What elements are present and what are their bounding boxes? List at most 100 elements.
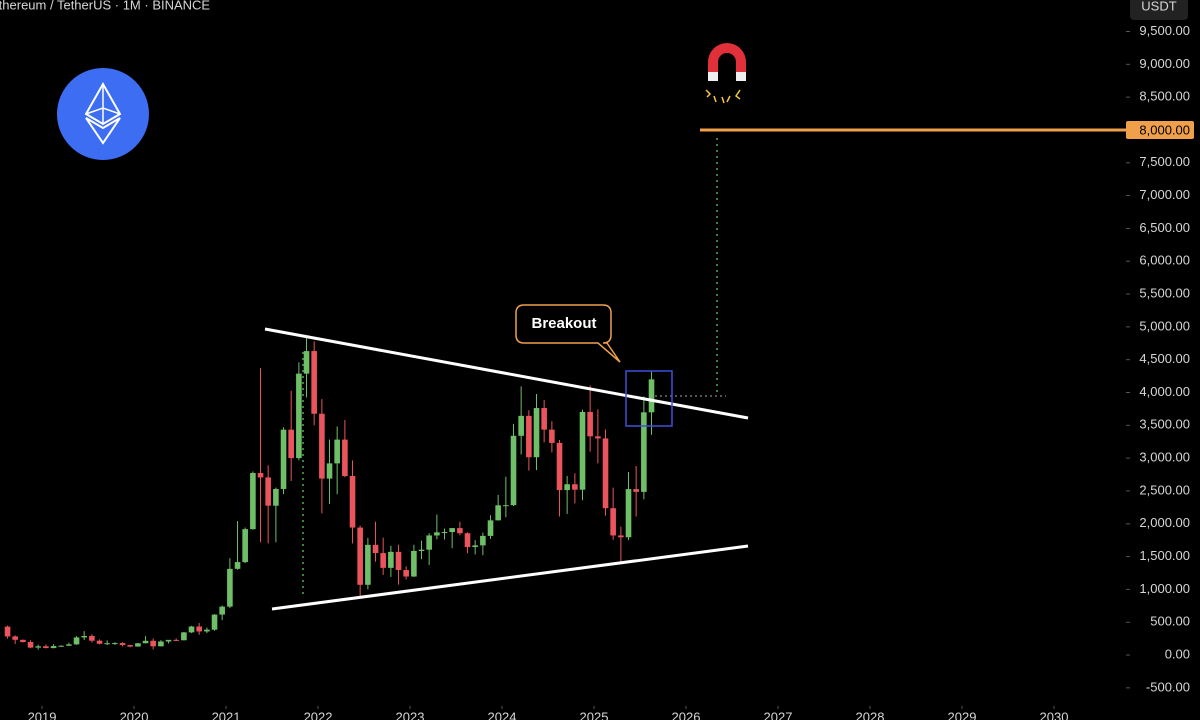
x-tick-label: 2023: [396, 709, 425, 720]
candle-body: [142, 640, 149, 644]
candle-body: [165, 639, 172, 642]
callout-text: Breakout: [531, 315, 596, 332]
candle-body: [441, 532, 448, 534]
x-tick-label: 2026: [672, 709, 701, 720]
currency-label: USDT: [1141, 0, 1176, 13]
price-axis: USDT 9,500.00 9,000.00 8,500.00 7,500.00 7,0…: [1126, 0, 1190, 694]
candle-body: [66, 644, 72, 646]
candle-body: [388, 551, 394, 568]
candle-body: [227, 568, 233, 607]
candle-body: [372, 544, 379, 554]
candle-body: [173, 639, 179, 641]
candle-body: [50, 646, 57, 649]
candle-body: [96, 640, 103, 644]
candle-body: [303, 351, 310, 374]
y-tick-label: 6,000.00: [1139, 253, 1190, 268]
candle-body: [472, 545, 478, 548]
candle-body: [510, 435, 517, 506]
candle-body: [288, 429, 294, 459]
currency-badge: [1130, 0, 1188, 20]
candle-body: [587, 411, 593, 437]
candles: [4, 335, 655, 650]
candle-body: [457, 528, 463, 534]
target-price-badge: [1126, 120, 1194, 139]
magnet-icon: [705, 43, 746, 104]
lower-trendline: [271, 544, 749, 611]
y-tick-label: 8,500.00: [1139, 89, 1190, 104]
candle-body: [242, 529, 248, 563]
candle-body: [610, 508, 616, 536]
x-tick-label: 2028: [856, 709, 885, 720]
candle-body: [365, 544, 371, 585]
candle-body: [127, 645, 133, 647]
candle-body: [618, 535, 624, 538]
candle-body: [418, 549, 425, 551]
y-tick-label: 0.00: [1165, 646, 1190, 661]
candle-body: [311, 351, 317, 414]
candle-body: [211, 614, 218, 630]
chart-title: Ethereum / TetherUS · 1M · BINANCE: [0, 0, 210, 12]
y-tick-label: 2,000.00: [1139, 515, 1190, 530]
y-tick-label: 7,500.00: [1139, 154, 1190, 169]
candle-body: [73, 637, 80, 645]
candle-body: [625, 489, 632, 538]
candle-body: [250, 473, 256, 530]
candle-body: [119, 643, 126, 646]
candle-body: [564, 484, 570, 491]
x-tick-label: 2024: [488, 709, 517, 720]
candle-body: [533, 408, 540, 458]
y-tick-label: 500.00: [1150, 614, 1190, 629]
candle-body: [556, 442, 563, 491]
magnet-body: [708, 43, 746, 80]
candle-body: [380, 553, 386, 568]
candle-body: [181, 632, 187, 641]
y-tick-label: 4,000.00: [1139, 384, 1190, 399]
candle-body: [204, 629, 210, 632]
logo-facets: [85, 84, 121, 124]
candle-body: [112, 643, 118, 645]
callout-bubble: [515, 304, 621, 363]
candle-body: [526, 415, 532, 458]
y-tick-label: 6,500.00: [1139, 220, 1190, 235]
candle-body: [449, 528, 455, 533]
candle-body: [349, 476, 356, 528]
magnet-sparks: [705, 89, 741, 104]
candle-body: [342, 439, 348, 477]
candle-body: [196, 626, 202, 632]
y-tick-label: 1,500.00: [1139, 548, 1190, 563]
target-price-label: 8,000.00: [1139, 122, 1190, 137]
candle-body: [357, 527, 363, 585]
y-tick-label: 3,000.00: [1139, 450, 1190, 465]
candle-body: [135, 643, 141, 647]
x-tick-label: 2029: [948, 709, 977, 720]
y-tick-label: 5,500.00: [1139, 285, 1190, 300]
x-tick-label: 2021: [212, 709, 241, 720]
candle-body: [280, 429, 287, 489]
candle-body: [188, 626, 195, 633]
candle-body: [487, 520, 494, 536]
candle-body: [4, 626, 11, 637]
candle-body: [234, 562, 241, 569]
candle-body: [104, 643, 110, 645]
y-tick-label: 9,500.00: [1139, 23, 1190, 38]
y-tick-label: 7,000.00: [1139, 187, 1190, 202]
candle-body: [158, 641, 164, 647]
candle-body: [579, 411, 586, 490]
candle-body: [411, 550, 417, 577]
x-tick-label: 2019: [28, 709, 57, 720]
candle-body: [633, 489, 639, 492]
x-tick-label: 2030: [1040, 709, 1069, 720]
logo-bottom: [85, 117, 121, 145]
candle-body: [518, 415, 524, 436]
candle-body: [27, 642, 34, 648]
candle-body: [503, 505, 509, 507]
candle-body: [426, 535, 432, 550]
candle-body: [219, 606, 225, 615]
y-tick-label: 1,000.00: [1139, 581, 1190, 596]
y-tick-label: 2,500.00: [1139, 482, 1190, 497]
candle-body: [35, 646, 41, 648]
x-tick-label: 2022: [304, 709, 333, 720]
candle-body: [273, 488, 279, 506]
